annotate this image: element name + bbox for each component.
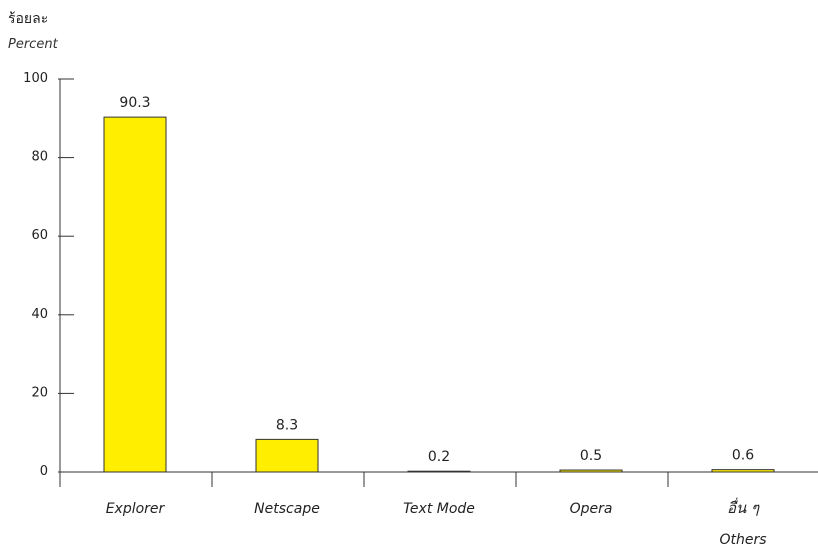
bar	[103, 116, 167, 473]
data-label: 90.3	[119, 95, 150, 111]
bar	[255, 438, 319, 473]
y-tick-label: 100	[23, 71, 48, 86]
data-label: 0.6	[732, 448, 754, 464]
category-label: Opera	[570, 501, 613, 517]
category-label: อื่น ๆ	[727, 497, 760, 517]
bar	[559, 469, 623, 473]
bars	[103, 116, 775, 473]
category-label: Netscape	[254, 501, 320, 517]
data-label: 0.5	[580, 448, 602, 464]
data-labels: 90.3 8.3 0.2 0.5 0.6	[119, 95, 754, 465]
y-axis-label: ร้อยละ	[8, 11, 48, 27]
y-tick-label: 20	[31, 385, 48, 400]
y-ticks: 0 20 40 60 80 100	[23, 71, 74, 479]
y-tick-label: 60	[31, 228, 48, 243]
data-label: 0.2	[428, 449, 450, 465]
data-label: 8.3	[276, 417, 298, 433]
category-sublabel: Others	[719, 532, 766, 548]
bar	[407, 470, 471, 473]
bar	[711, 469, 775, 473]
y-tick-label: 40	[31, 307, 48, 322]
y-tick-label: 80	[31, 150, 48, 165]
x-category-dividers	[211, 472, 669, 487]
category-label: Explorer	[106, 501, 166, 517]
y-tick-label: 0	[40, 464, 48, 479]
y-axis-label-secondary: Percent	[8, 37, 59, 52]
category-labels: Explorer Netscape Text Mode Opera อื่น ๆ Othe…	[106, 497, 767, 548]
category-label: Text Mode	[403, 501, 475, 517]
